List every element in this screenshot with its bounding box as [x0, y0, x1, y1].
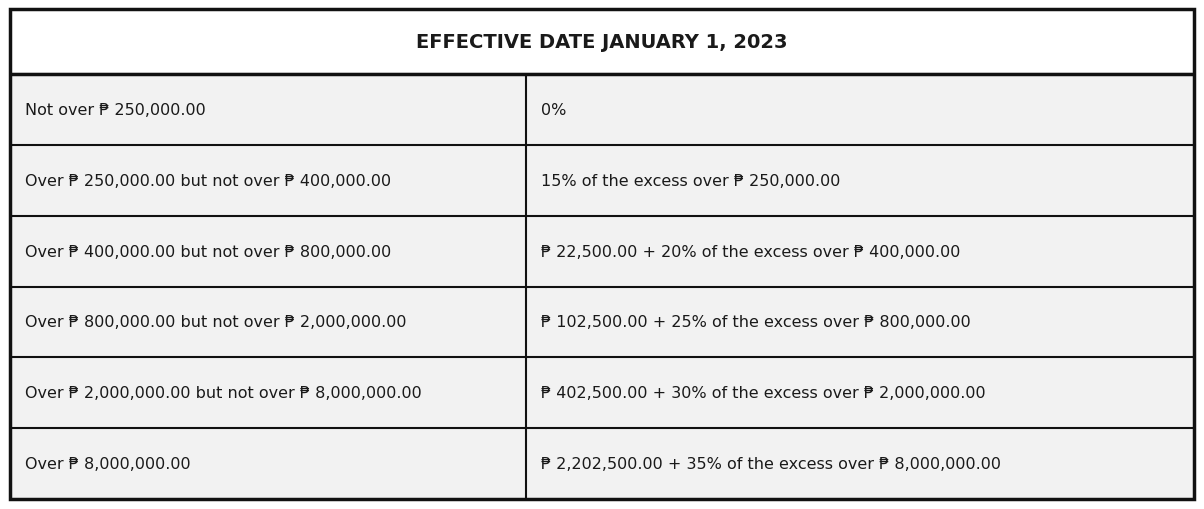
Text: Over ₱ 400,000.00 but not over ₱ 800,000.00: Over ₱ 400,000.00 but not over ₱ 800,000…: [25, 244, 391, 259]
Text: ₱ 22,500.00 + 20% of the excess over ₱ 400,000.00: ₱ 22,500.00 + 20% of the excess over ₱ 4…: [542, 244, 961, 259]
Text: EFFECTIVE DATE JANUARY 1, 2023: EFFECTIVE DATE JANUARY 1, 2023: [417, 33, 787, 52]
Bar: [10, 216, 526, 287]
Text: ₱ 402,500.00 + 30% of the excess over ₱ 2,000,000.00: ₱ 402,500.00 + 30% of the excess over ₱ …: [542, 385, 986, 401]
Bar: [10, 146, 526, 216]
Bar: [10, 287, 526, 358]
Text: Over ₱ 800,000.00 but not over ₱ 2,000,000.00: Over ₱ 800,000.00 but not over ₱ 2,000,0…: [25, 315, 407, 330]
Text: ₱ 2,202,500.00 + 35% of the excess over ₱ 8,000,000.00: ₱ 2,202,500.00 + 35% of the excess over …: [542, 456, 1002, 471]
Text: Over ₱ 8,000,000.00: Over ₱ 8,000,000.00: [25, 456, 190, 471]
Bar: [526, 287, 1194, 358]
Text: ₱ 102,500.00 + 25% of the excess over ₱ 800,000.00: ₱ 102,500.00 + 25% of the excess over ₱ …: [542, 315, 970, 330]
Bar: [526, 429, 1194, 499]
Bar: [526, 216, 1194, 287]
Bar: [526, 358, 1194, 429]
Text: Over ₱ 250,000.00 but not over ₱ 400,000.00: Over ₱ 250,000.00 but not over ₱ 400,000…: [25, 174, 391, 188]
Bar: [526, 75, 1194, 146]
Text: Over ₱ 2,000,000.00 but not over ₱ 8,000,000.00: Over ₱ 2,000,000.00 but not over ₱ 8,000…: [25, 385, 421, 401]
Bar: [526, 146, 1194, 216]
Bar: [10, 75, 526, 146]
Bar: [10, 358, 526, 429]
Bar: [10, 429, 526, 499]
Text: 15% of the excess over ₱ 250,000.00: 15% of the excess over ₱ 250,000.00: [542, 174, 840, 188]
Bar: [10, 10, 1194, 75]
Text: 0%: 0%: [542, 103, 567, 118]
Text: Not over ₱ 250,000.00: Not over ₱ 250,000.00: [25, 103, 206, 118]
